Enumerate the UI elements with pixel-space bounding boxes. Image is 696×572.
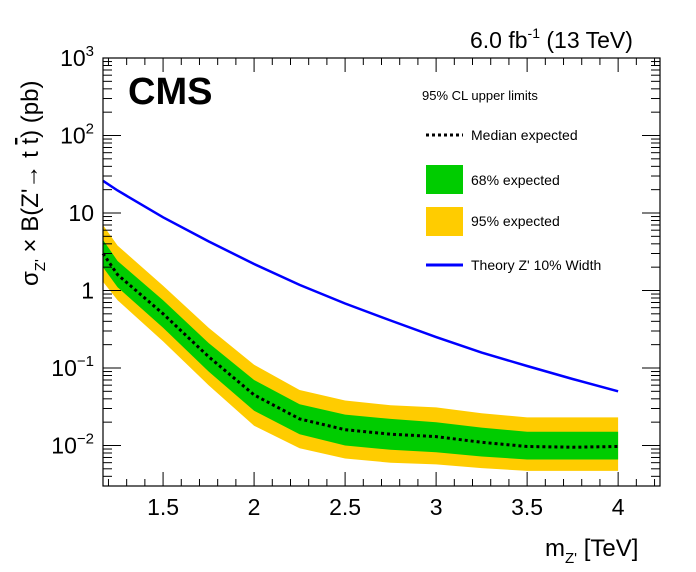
tick-labels: 1.5 2 2.5 3 3.5 4 10−2 10−1 1 10 102 103 — [51, 43, 624, 520]
x-axis-title: mZ' [TeV] — [545, 535, 638, 567]
cms-label: CMS — [128, 71, 212, 113]
legend-95-label: 95% expected — [471, 213, 560, 229]
x-tick-label: 3.5 — [511, 494, 543, 520]
y-tick-label: 102 — [60, 120, 94, 148]
lumi-label: 6.0 fb-1 (13 TeV) — [470, 25, 633, 53]
lines-layer — [101, 179, 619, 449]
y-tick-label: 1 — [81, 277, 94, 303]
legend-median-label: Median expected — [471, 127, 578, 143]
legend-68-label: 68% expected — [471, 172, 560, 188]
legend-95-swatch — [426, 207, 463, 236]
x-tick-label: 4 — [612, 494, 625, 520]
theory-line — [102, 179, 619, 393]
legend-theory-label: Theory Z' 10% Width — [471, 257, 601, 273]
legend-header: 95% CL upper limits — [422, 88, 538, 103]
x-tick-label: 1.5 — [147, 494, 179, 520]
ticks-layer — [103, 57, 660, 487]
y-axis-title: σZ' × B(Z'→ t t) (pb) — [17, 81, 49, 286]
y-tick-label: 10−1 — [51, 353, 94, 381]
y-tick-label: 10−2 — [51, 430, 94, 458]
x-tick-label: 2 — [248, 494, 261, 520]
x-tick-label: 2.5 — [329, 494, 361, 520]
x-tick-label: 3 — [430, 494, 443, 520]
legend: 95% CL upper limits Median expected 68% … — [422, 88, 601, 273]
median-expected-line — [101, 252, 619, 449]
band-68-expected — [103, 239, 619, 460]
y-tick-label: 103 — [60, 43, 94, 71]
legend-68-swatch — [426, 165, 463, 194]
y-tick-label: 10 — [68, 200, 94, 226]
